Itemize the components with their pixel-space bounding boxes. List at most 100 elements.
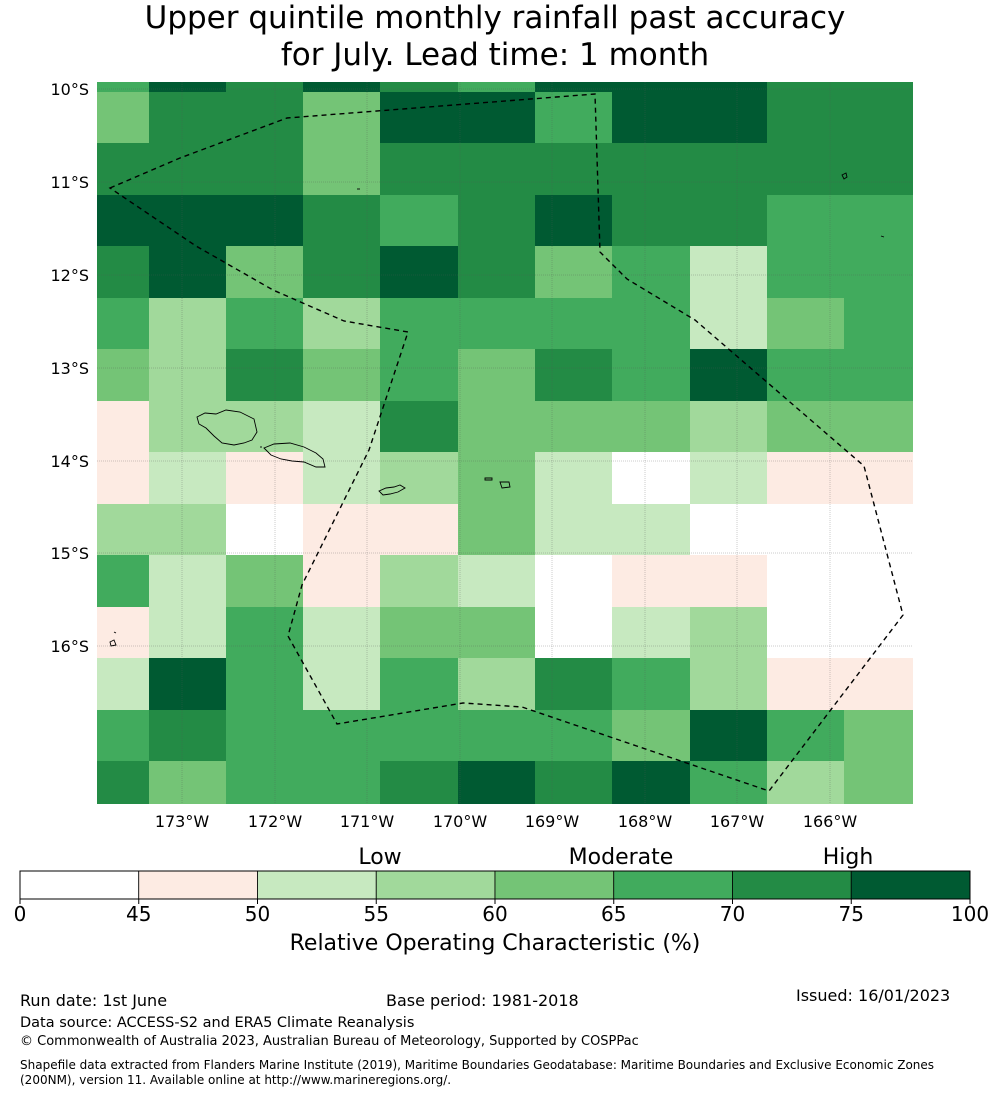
grid-cell bbox=[226, 710, 303, 761]
grid-cell bbox=[226, 195, 303, 246]
grid-cell bbox=[149, 658, 226, 710]
colorbar-tick-label: 75 bbox=[839, 902, 864, 926]
grid-cell bbox=[690, 504, 767, 555]
grid-cell bbox=[149, 195, 226, 246]
colorbar bbox=[19, 870, 971, 900]
grid-cell bbox=[612, 658, 690, 710]
latitude-label: 15°S bbox=[50, 544, 89, 563]
grid-cell bbox=[767, 298, 844, 349]
title-line-1: Upper quintile monthly rainfall past acc… bbox=[144, 0, 846, 36]
grid-cell bbox=[612, 92, 690, 143]
colorbar-segment bbox=[613, 870, 733, 900]
grid-cell bbox=[535, 82, 612, 92]
colorbar-segment bbox=[375, 870, 496, 900]
copyright: © Commonwealth of Australia 2023, Austra… bbox=[20, 1034, 639, 1049]
grid-cell bbox=[380, 195, 458, 246]
grid-cell bbox=[380, 298, 458, 349]
tau-island bbox=[499, 481, 511, 489]
latitude-label: 11°S bbox=[50, 173, 89, 192]
grid-cell bbox=[149, 761, 226, 804]
grid-cell bbox=[149, 92, 226, 143]
grid-cell bbox=[767, 92, 844, 143]
grid-cell bbox=[690, 195, 767, 246]
grid-cell bbox=[380, 607, 458, 658]
grid-cell bbox=[458, 195, 535, 246]
latitude-label: 12°S bbox=[50, 266, 89, 285]
grid-cell bbox=[612, 452, 690, 504]
grid-cell bbox=[535, 761, 612, 804]
grid-cell bbox=[380, 452, 458, 504]
samoa-coastlines bbox=[109, 172, 885, 647]
grid-cell bbox=[535, 658, 612, 710]
grid-cell bbox=[97, 246, 149, 298]
colorbar-category-label: High bbox=[823, 845, 874, 870]
grid-cell bbox=[690, 452, 767, 504]
longitude-label: 167°W bbox=[710, 812, 765, 831]
colorbar-tick-label: 50 bbox=[245, 902, 270, 926]
grid-cell bbox=[303, 607, 380, 658]
grid-cell bbox=[535, 298, 612, 349]
grid-cell bbox=[690, 555, 767, 607]
grid-cell bbox=[303, 349, 380, 401]
map-title: Upper quintile monthly rainfall past acc… bbox=[0, 0, 990, 74]
colorbar-tick-label: 45 bbox=[126, 902, 151, 926]
colorbar-tick-label: 55 bbox=[364, 902, 389, 926]
grid-cell bbox=[844, 246, 913, 298]
small-islet-3 bbox=[109, 631, 117, 647]
grid-cell bbox=[303, 195, 380, 246]
grid-cell bbox=[97, 504, 149, 555]
grid-cell bbox=[612, 607, 690, 658]
grid-cell bbox=[149, 555, 226, 607]
grid-cell bbox=[303, 452, 380, 504]
grid-cell bbox=[458, 246, 535, 298]
colorbar-category-labels: Low Moderate High bbox=[358, 845, 873, 870]
grid-cell bbox=[767, 349, 844, 401]
grid-cell bbox=[612, 246, 690, 298]
grid-cell bbox=[226, 246, 303, 298]
grid-cell bbox=[97, 82, 149, 92]
latitude-label: 13°S bbox=[50, 359, 89, 378]
grid-cell bbox=[535, 401, 612, 452]
colorbar-tick-label: 0 bbox=[14, 902, 27, 926]
savaii-island bbox=[196, 409, 258, 446]
grid-cell bbox=[535, 92, 612, 143]
grid-cell bbox=[380, 143, 458, 195]
colorbar-tick-label: 70 bbox=[720, 902, 745, 926]
grid-cell bbox=[303, 504, 380, 555]
longitude-label: 166°W bbox=[803, 812, 858, 831]
grid-cell bbox=[226, 452, 303, 504]
grid-cell bbox=[844, 82, 913, 92]
grid-cell bbox=[97, 658, 149, 710]
grid-cell bbox=[535, 555, 612, 607]
grid-cell bbox=[458, 349, 535, 401]
grid-cell bbox=[380, 82, 458, 92]
longitude-label: 173°W bbox=[155, 812, 210, 831]
latitude-label: 14°S bbox=[50, 452, 89, 471]
eez-boundary bbox=[108, 93, 904, 792]
grid-cell bbox=[767, 246, 844, 298]
grid-cell bbox=[303, 401, 380, 452]
grid-cell bbox=[844, 504, 913, 555]
grid-cell bbox=[303, 92, 380, 143]
grid-cell bbox=[97, 349, 149, 401]
longitude-label: 172°W bbox=[248, 812, 303, 831]
grid-cell bbox=[612, 504, 690, 555]
grid-cell bbox=[535, 195, 612, 246]
grid-cell bbox=[303, 298, 380, 349]
longitude-labels: 173°W 172°W 171°W 170°W 169°W 168°W 167°W 166°W bbox=[155, 812, 858, 831]
grid-cell bbox=[226, 349, 303, 401]
grid-cell bbox=[535, 349, 612, 401]
graticule bbox=[97, 82, 913, 804]
grid-cell bbox=[458, 452, 535, 504]
grid-cell bbox=[612, 761, 690, 804]
grid-cell bbox=[97, 92, 149, 143]
grid-cell bbox=[844, 555, 913, 607]
grid-cell bbox=[149, 246, 226, 298]
grid-cell bbox=[226, 298, 303, 349]
grid-cell bbox=[535, 452, 612, 504]
base-period: Base period: 1981-2018 bbox=[386, 991, 579, 1010]
grid-cell bbox=[535, 504, 612, 555]
grid-cell bbox=[380, 658, 458, 710]
longitude-label: 170°W bbox=[433, 812, 488, 831]
